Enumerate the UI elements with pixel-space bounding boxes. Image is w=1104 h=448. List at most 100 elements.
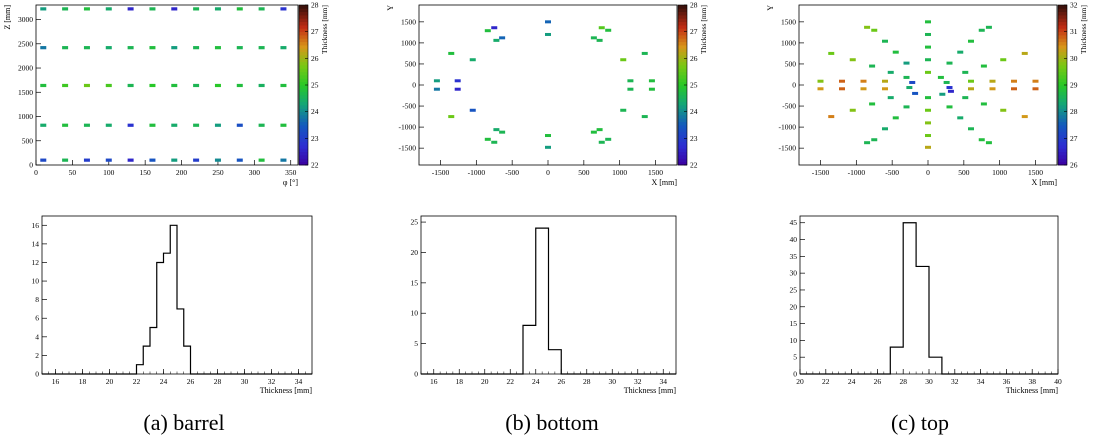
bottom-map-xtick-label-5: 1000 <box>612 168 627 177</box>
top-hist-xtick-label-4: 28 <box>899 377 907 386</box>
top-map-point-39 <box>1000 108 1007 112</box>
bottom-map-cbar-label-3: 25 <box>690 81 698 90</box>
top-map-point-5 <box>925 96 931 100</box>
top-map-cbar-seg-19 <box>1058 98 1067 103</box>
bottom-map-ylabel: Y <box>386 5 395 11</box>
bottom-map-cbar-seg-12 <box>678 121 687 126</box>
top-map-cbar-seg-3 <box>1058 151 1067 156</box>
bottom-map-point-6 <box>493 38 500 42</box>
bottom-map-cbar-seg-37 <box>678 38 687 43</box>
bottom-hist-ytick-label-0: 0 <box>414 370 418 379</box>
bottom-map-cbar-seg-7 <box>678 138 687 143</box>
bottom-hist-xtick-label-4: 24 <box>532 377 540 386</box>
bottom-hist-xlabel: Thickness [mm] <box>624 386 677 395</box>
top-hist-bar-3 <box>929 357 942 374</box>
barrel-map-cbar-seg-23 <box>299 85 308 89</box>
barrel-hist-xtick-label-6: 28 <box>214 377 222 386</box>
barrel-hist-bar-0 <box>137 365 144 374</box>
barrel-map-cbar-seg-19 <box>299 98 308 103</box>
barrel-map-xtick-label-0: 0 <box>34 168 38 177</box>
top-map-point-21 <box>1011 87 1017 91</box>
barrel-map-cbar-seg-41 <box>299 25 308 29</box>
top-map-cbar-seg-46 <box>1058 8 1067 13</box>
top-map-point-37 <box>887 96 894 100</box>
barrel-hist-bar-7 <box>184 346 191 374</box>
barrel-hist-bar-3 <box>157 262 164 374</box>
bottom-map-cbar-seg-22 <box>678 88 687 93</box>
barrel-map-xtick-label-1: 50 <box>69 168 77 177</box>
top-map-cbar-seg-38 <box>1058 35 1067 39</box>
barrel-map-cbar-seg-33 <box>299 51 308 56</box>
bottom-map-cbar-seg-35 <box>678 45 687 49</box>
top-map-point-12 <box>839 79 845 83</box>
top-map-point-57 <box>946 105 953 109</box>
barrel-map-cbar-seg-43 <box>299 18 308 23</box>
top-map-cbar-seg-0 <box>1058 161 1067 166</box>
top-hist-xtick-label-7: 34 <box>977 377 985 386</box>
barrel-map-cell-2-11 <box>280 83 287 88</box>
barrel-map-cbar-label-1: 23 <box>311 134 319 143</box>
barrel-map-cbar-seg-28 <box>299 68 308 73</box>
barrel-map-cbar-seg-29 <box>299 65 308 69</box>
top-hist-xtick-label-5: 30 <box>925 377 933 386</box>
top-hist-xtick-label-1: 22 <box>822 377 830 386</box>
barrel-map-cell-4-5 <box>149 7 156 11</box>
top-map-ytick-label-0: -1500 <box>779 144 797 153</box>
top-map-point-69 <box>947 89 954 93</box>
barrel-map-cell-1-7 <box>193 123 200 127</box>
top-map-cbar-seg-33 <box>1058 51 1067 56</box>
barrel-map-cbar-seg-13 <box>299 118 308 123</box>
barrel-map-cell-2-10 <box>258 83 265 88</box>
bottom-map-cbar-seg-13 <box>678 118 687 123</box>
barrel-hist-bar-6 <box>177 309 184 374</box>
barrel-map-cell-1-5 <box>149 123 156 127</box>
barrel-hist-outline <box>42 224 312 375</box>
bottom-map-cbar-seg-47 <box>678 5 687 9</box>
barrel-map-cell-3-7 <box>193 46 200 50</box>
bottom-map-cbar-seg-10 <box>678 128 687 133</box>
barrel-map-cell-4-6 <box>171 7 178 11</box>
barrel-map-cbar-label-5: 27 <box>311 27 319 36</box>
barrel-map-cbar-label-4: 26 <box>311 54 319 63</box>
top-map-cbar-seg-24 <box>1058 81 1067 86</box>
barrel-map-cell-4-8 <box>214 7 221 11</box>
barrel-map-cbar-seg-46 <box>299 8 308 13</box>
top-map-ylabel: Y <box>766 5 775 11</box>
bottom-map-point-24 <box>598 140 605 144</box>
barrel-map-cbar-seg-14 <box>299 115 308 119</box>
top-map-cbar-seg-43 <box>1058 18 1067 23</box>
barrel-map-cell-2-0 <box>40 83 47 88</box>
bottom-map-xlabel: X [mm] <box>651 178 677 187</box>
bottom-map-ytick-label-3: 0 <box>412 81 416 90</box>
bottom-map-point-33 <box>627 87 634 91</box>
barrel-hist-ytick-label-0: 0 <box>35 370 39 379</box>
bottom-map-point-3 <box>545 145 551 149</box>
barrel-map-cbar-label-3: 25 <box>311 81 319 90</box>
bottom-map-cbar-seg-42 <box>678 21 687 26</box>
barrel-map-cell-3-6 <box>171 46 178 50</box>
top-map-point-47 <box>968 39 974 43</box>
barrel-map-cell-4-11 <box>280 7 287 11</box>
bottom-map-cbar-label-1: 23 <box>690 134 698 143</box>
barrel-hist-xtick-label-4: 24 <box>160 377 168 386</box>
top-map-point-70 <box>939 92 946 96</box>
bottom-map-point-19 <box>641 115 648 119</box>
barrel-map-xtick-label-4: 200 <box>176 168 188 177</box>
top-hist-ytick-label-3: 15 <box>790 319 798 328</box>
barrel-hist-bar-4 <box>164 253 171 374</box>
bottom-map-cbar-seg-19 <box>678 98 687 103</box>
bottom-hist-xtick-label-5: 26 <box>558 377 566 386</box>
top-hist-ytick-label-1: 5 <box>793 353 797 362</box>
bottom-map-xtick-label-2: -500 <box>505 168 519 177</box>
barrel-hist-xtick-label-3: 22 <box>133 377 141 386</box>
bottom-map-xtick-label-3: 0 <box>546 168 550 177</box>
barrel-map-xtick-label-6: 300 <box>249 168 261 177</box>
top-map-cbar-seg-1 <box>1058 158 1067 163</box>
top-map-point-15 <box>860 87 867 91</box>
top-hist-bar-2 <box>916 266 929 374</box>
top-hist-xlabel: Thickness [mm] <box>1006 386 1059 395</box>
barrel-hist-ytick-label-2: 4 <box>35 332 39 341</box>
bottom-map-point-7 <box>499 36 506 40</box>
top-map-point-27 <box>849 58 856 62</box>
